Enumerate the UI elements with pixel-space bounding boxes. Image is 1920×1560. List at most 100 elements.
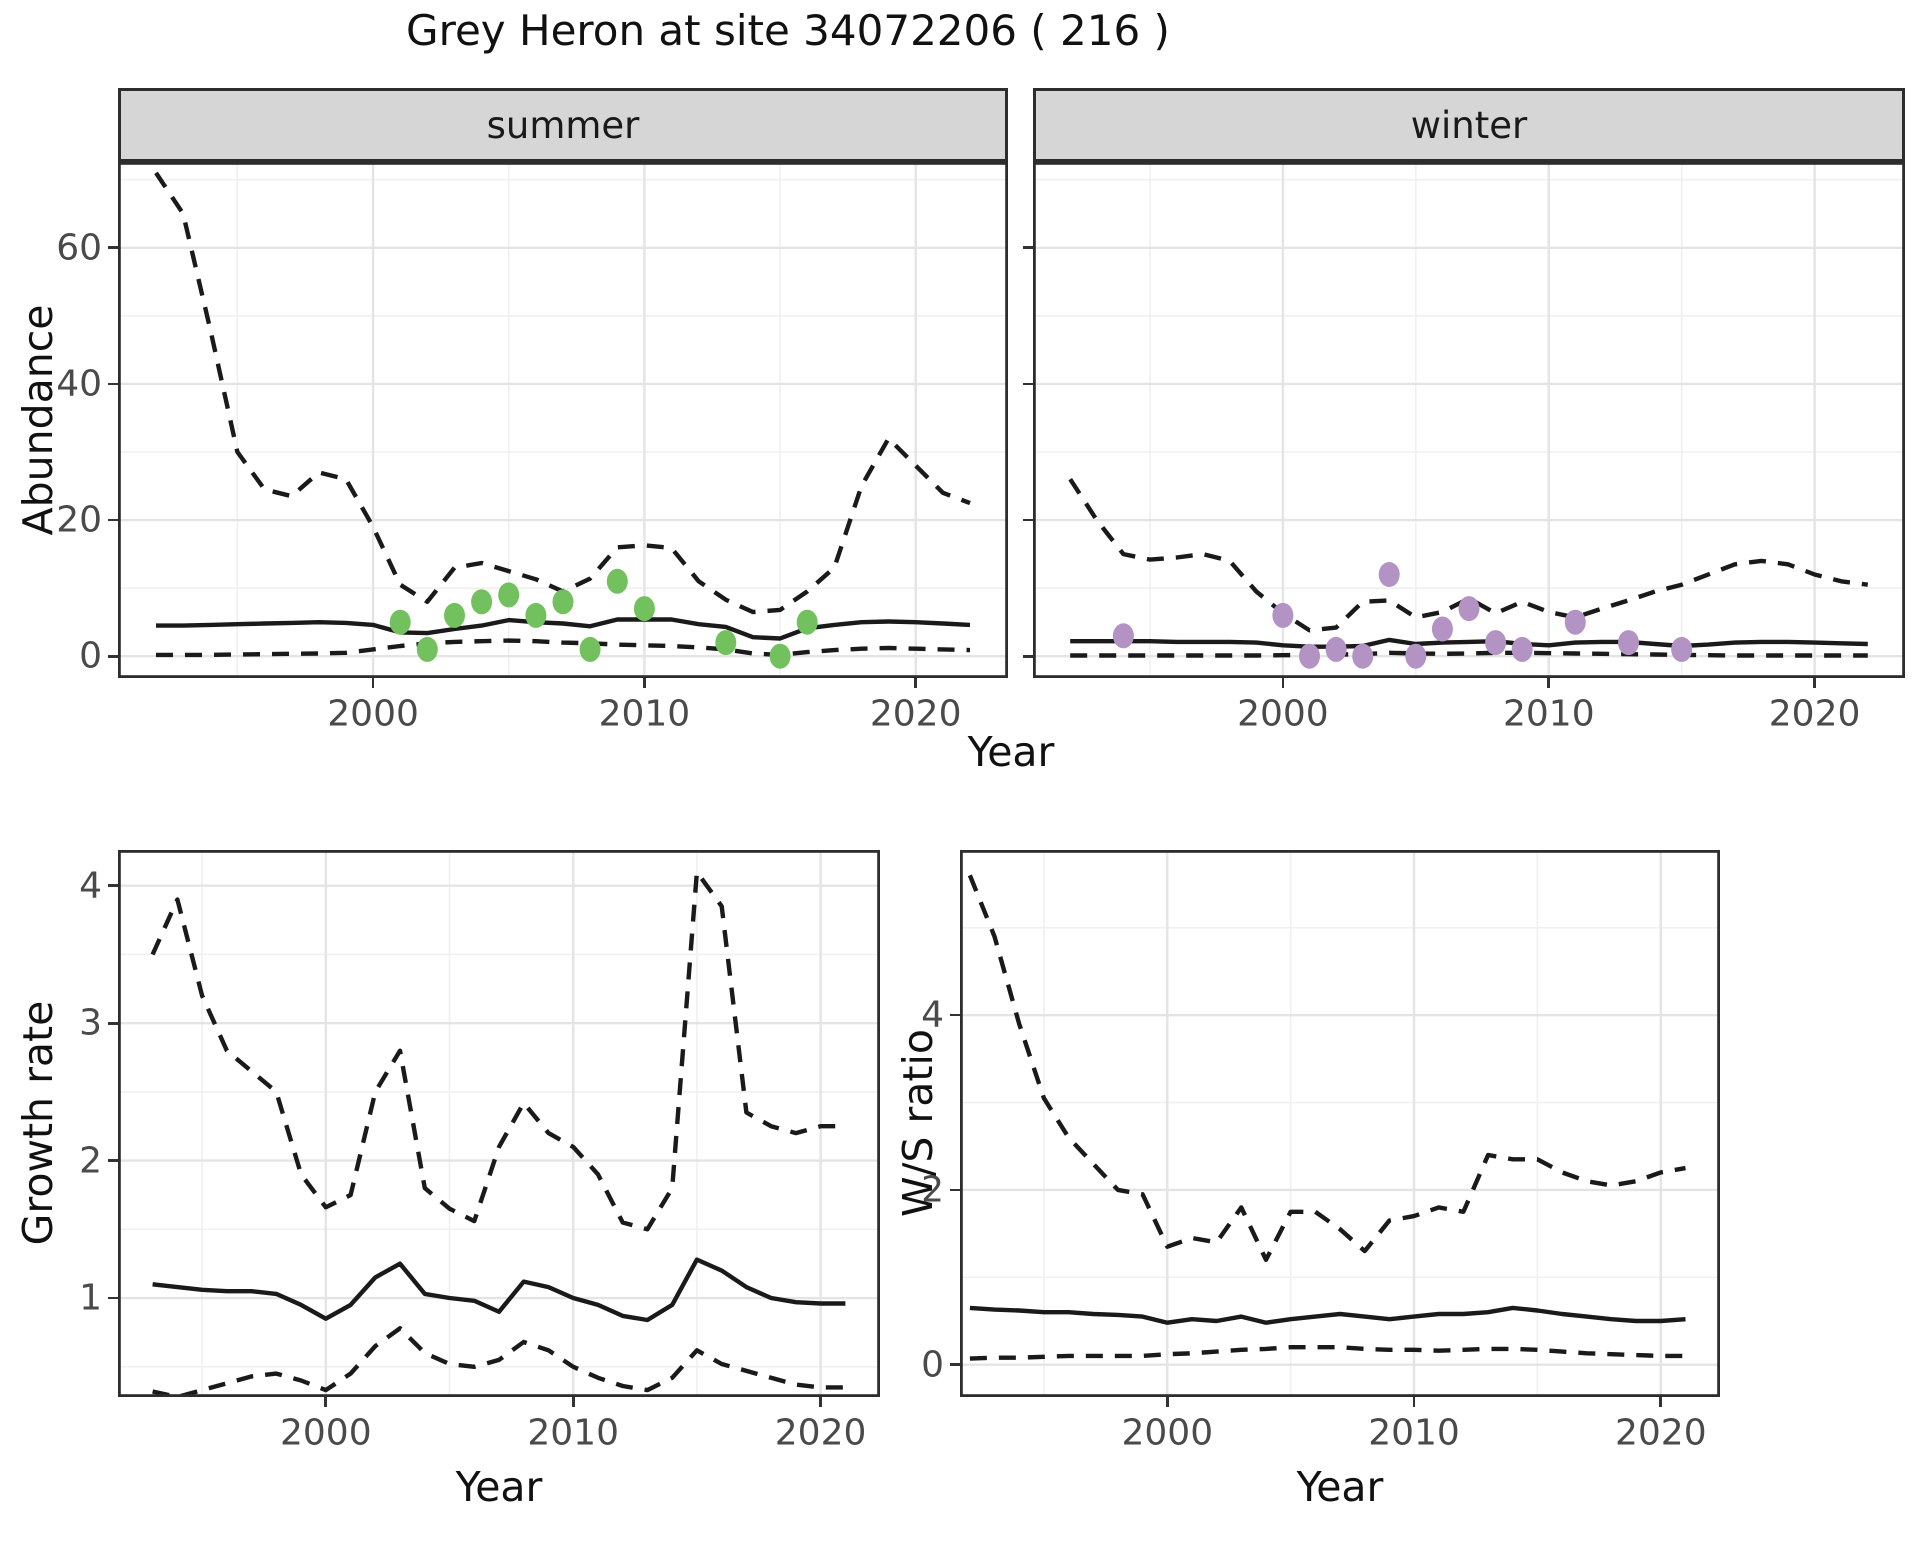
facet-strip-winter: winter [1033,88,1905,162]
panel-abundance-summer [118,162,1008,678]
y-tick-label-growth-rate: 1 [79,1277,102,1319]
y-tick-label-growth-rate: 2 [79,1140,102,1182]
x-axis-title-year-bottom-right: Year [1296,1463,1384,1511]
facet-strip-summer: summer [118,88,1008,162]
x-tick-label-abundance-winter: 2010 [1502,693,1595,735]
observed-winter-counts-point [1325,636,1347,662]
x-tick-growth-rate [324,1397,328,1407]
growth-rate-median-line [152,1257,846,1323]
x-tick-label-abundance-winter: 2020 [1768,693,1861,735]
observed-winter-counts-point [1671,636,1693,662]
ws-ratio-upper-ci-line [967,874,1686,1262]
x-axis-title-year-top: Year [967,728,1055,776]
panel-abundance-winter [1033,162,1905,678]
observed-winter-counts-point [1272,602,1294,628]
x-tick-growth-rate [571,1397,575,1407]
observed-summer-counts-point [606,568,628,594]
facet-strip-winter-label: winter [1410,103,1528,147]
observed-winter-counts-point [1352,643,1374,669]
abundance-winter-median-line [1070,637,1868,649]
observed-summer-counts-point [633,596,655,622]
observed-summer-counts-point [769,643,791,669]
observed-summer-counts-point [579,636,601,662]
x-tick-label-abundance-summer: 2020 [869,693,962,735]
x-tick-abundance-winter [1813,678,1816,688]
x-tick-label-ws-ratio: 2000 [1121,1412,1214,1454]
y-tick-abundance-summer [108,246,118,250]
x-tick-label-ws-ratio: 2020 [1614,1412,1707,1454]
y-tick-abundance-winter [1023,518,1033,522]
abundance-winter-upper-ci-line [1068,478,1869,633]
growth-rate-lower-ci-line [152,1326,846,1397]
abundance-summer-upper-ci-line [154,171,971,615]
x-tick-label-abundance-summer: 2010 [598,693,691,735]
observed-summer-counts-point [471,589,493,615]
x-tick-ws-ratio [1659,1397,1663,1407]
panel-ws-ratio [960,850,1720,1397]
observed-winter-counts-point [1618,630,1639,656]
y-tick-ws-ratio [950,1013,960,1017]
abundance-winter-lower-ci-line [1070,650,1868,658]
abundance-summer-lower-ci-line [156,638,971,658]
y-tick-growth-rate [108,1296,118,1300]
facet-strip-summer-label: summer [486,103,640,147]
y-tick-ws-ratio [950,1363,960,1367]
x-tick-label-abundance-winter: 2000 [1237,693,1329,735]
y-tick-label-abundance-summer: 0 [79,635,102,677]
observed-winter-counts-point [1511,636,1533,662]
observed-winter-counts-point [1458,596,1480,622]
x-tick-ws-ratio [1165,1397,1169,1407]
y-tick-label-abundance-summer: 40 [56,363,102,405]
observed-summer-counts-point [389,609,411,635]
y-tick-abundance-winter [1023,654,1033,658]
observed-winter-counts-point [1431,616,1453,642]
y-tick-growth-rate [108,1159,118,1162]
observed-summer-counts-point [498,582,520,608]
y-tick-abundance-summer [108,654,118,658]
ws-ratio-lower-ci-line [969,1345,1686,1361]
x-tick-abundance-winter [1547,678,1551,688]
y-tick-label-ws-ratio: 2 [921,1169,944,1211]
x-tick-label-growth-rate: 2010 [527,1412,619,1454]
y-tick-abundance-winter [1023,246,1033,250]
panel-growth-rate [118,850,880,1397]
y-tick-abundance-winter [1023,382,1033,386]
observed-winter-counts-point [1485,630,1507,656]
y-tick-growth-rate [108,1021,118,1025]
y-tick-growth-rate [108,884,118,888]
y-tick-ws-ratio [950,1188,960,1192]
observed-summer-counts-point [552,589,574,615]
y-tick-abundance-summer [108,518,118,522]
y-tick-label-growth-rate: 4 [79,865,102,907]
x-tick-label-abundance-summer: 2000 [327,693,419,735]
observed-summer-counts-point [715,630,737,656]
y-tick-label-abundance-summer: 20 [56,499,102,541]
x-axis-title-year-bottom-left: Year [455,1463,543,1511]
observed-winter-counts-point [1405,643,1427,669]
x-tick-label-growth-rate: 2000 [279,1412,372,1454]
x-tick-abundance-summer [914,678,918,688]
x-tick-abundance-summer [643,678,646,688]
x-tick-growth-rate [819,1397,822,1407]
y-tick-label-growth-rate: 3 [79,1002,102,1044]
y-tick-label-ws-ratio: 0 [921,1344,944,1386]
observed-summer-counts-point [796,609,818,635]
observed-summer-counts-point [444,602,465,628]
growth-rate-upper-ci-line [150,869,846,1232]
x-tick-label-ws-ratio: 2010 [1368,1412,1460,1454]
observed-winter-counts-point [1299,643,1320,669]
x-tick-abundance-summer [371,678,375,688]
observed-summer-counts-point [416,636,438,662]
observed-winter-counts-point [1112,623,1134,649]
y-tick-label-ws-ratio: 4 [921,994,944,1036]
figure-title: Grey Heron at site 34072206 ( 216 ) [406,6,1170,55]
y-tick-label-abundance-summer: 60 [56,227,102,269]
x-tick-ws-ratio [1412,1397,1416,1407]
observed-summer-counts-point [525,602,547,628]
observed-winter-counts-point [1564,609,1586,635]
x-tick-label-growth-rate: 2020 [774,1412,867,1454]
ws-ratio-median-line [969,1305,1686,1325]
y-tick-abundance-summer [108,382,118,386]
abundance-summer-median-line [156,617,971,641]
